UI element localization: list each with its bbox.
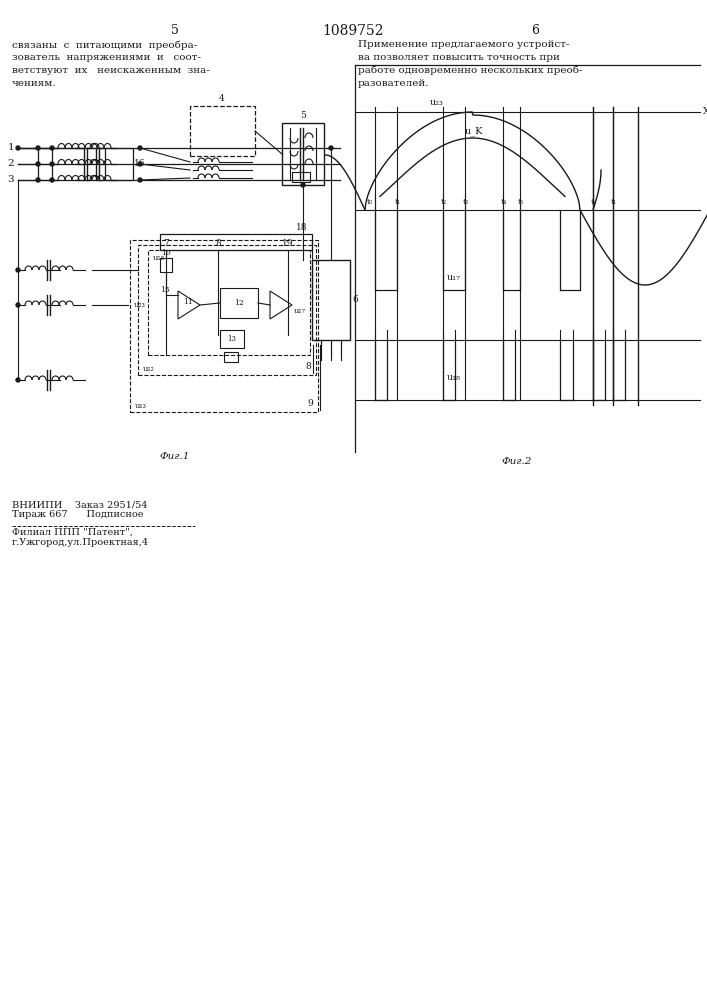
Circle shape xyxy=(138,146,142,150)
Text: 16: 16 xyxy=(134,159,146,168)
Text: u₁₃: u₁₃ xyxy=(135,402,147,410)
Text: 13: 13 xyxy=(228,335,236,343)
Text: 9: 9 xyxy=(308,399,313,408)
Bar xyxy=(160,234,312,250)
Text: 3: 3 xyxy=(7,176,14,184)
Text: t₂: t₂ xyxy=(441,198,447,206)
Circle shape xyxy=(50,162,54,166)
Text: u₁₇: u₁₇ xyxy=(294,307,306,315)
Text: t₅: t₅ xyxy=(518,198,524,206)
Text: 10: 10 xyxy=(161,249,171,257)
Text: tₓ: tₓ xyxy=(591,198,597,206)
Circle shape xyxy=(16,303,20,307)
Text: 7: 7 xyxy=(163,239,169,248)
Bar xyxy=(220,288,258,318)
Text: Фиг.1: Фиг.1 xyxy=(160,452,190,461)
Circle shape xyxy=(301,183,305,187)
Bar xyxy=(220,330,244,348)
Bar xyxy=(312,260,350,340)
Text: t₃: t₃ xyxy=(463,198,469,206)
Circle shape xyxy=(50,178,54,182)
Text: u₁₂: u₁₂ xyxy=(143,365,155,373)
Text: Филиал ППП "Патент",
г.Ужгород,ул.Проектная,4: Филиал ППП "Патент", г.Ужгород,ул.Проект… xyxy=(12,528,149,547)
Bar xyxy=(105,148,133,180)
Circle shape xyxy=(50,146,54,150)
Text: 6: 6 xyxy=(352,296,358,304)
Circle shape xyxy=(329,146,333,150)
Text: 18: 18 xyxy=(296,223,307,232)
Text: 4: 4 xyxy=(219,94,225,103)
Bar xyxy=(138,245,316,375)
Text: Применение предлагаемого устройст-
ва позволяет повысить точность при
работе одн: Применение предлагаемого устройст- ва по… xyxy=(358,40,583,88)
Bar xyxy=(130,240,318,412)
Circle shape xyxy=(36,162,40,166)
Circle shape xyxy=(16,146,20,150)
Circle shape xyxy=(36,146,40,150)
Text: 6: 6 xyxy=(531,24,539,37)
Circle shape xyxy=(138,178,142,182)
Circle shape xyxy=(16,378,20,382)
Text: 19: 19 xyxy=(282,239,293,248)
Circle shape xyxy=(138,162,142,166)
Text: t₀: t₀ xyxy=(367,198,373,206)
Text: ВНИИПИ    Заказ 2951/54
Тираж 667      Подписное: ВНИИПИ Заказ 2951/54 Тираж 667 Подписное xyxy=(12,500,148,519)
Text: Фиг.2: Фиг.2 xyxy=(502,457,532,466)
Bar xyxy=(148,250,310,355)
Text: u₁₈: u₁₈ xyxy=(447,373,461,382)
Text: t₁: t₁ xyxy=(395,198,401,206)
Bar xyxy=(160,258,172,272)
Text: u₁₇: u₁₇ xyxy=(447,273,461,282)
Text: 11: 11 xyxy=(183,298,193,306)
Text: t₁: t₁ xyxy=(611,198,617,206)
Text: u_K: u_K xyxy=(465,126,484,136)
Text: t₄: t₄ xyxy=(501,198,507,206)
Text: u₁₈: u₁₈ xyxy=(153,254,165,262)
Text: 1089752: 1089752 xyxy=(322,24,384,38)
Circle shape xyxy=(16,268,20,272)
Text: 5: 5 xyxy=(171,24,179,37)
Bar xyxy=(190,106,255,156)
Text: 8: 8 xyxy=(215,239,221,248)
Text: Хcmin: Хcmin xyxy=(703,107,707,116)
Text: 8: 8 xyxy=(305,362,311,371)
Text: 12: 12 xyxy=(234,299,244,307)
Circle shape xyxy=(36,178,40,182)
Bar xyxy=(282,123,324,185)
Text: 2: 2 xyxy=(7,159,14,168)
Text: 5: 5 xyxy=(300,111,306,120)
Text: 15: 15 xyxy=(160,286,170,294)
Bar xyxy=(224,352,238,362)
Text: u₂₃: u₂₃ xyxy=(430,98,444,107)
Bar xyxy=(292,172,310,182)
Text: связаны  с  питающими  преобра-
зователь  напряжениями  и   соот-
ветствуют  их : связаны с питающими преобра- зователь на… xyxy=(12,40,210,88)
Text: 1: 1 xyxy=(7,143,14,152)
Text: u₂₃: u₂₃ xyxy=(134,301,146,309)
